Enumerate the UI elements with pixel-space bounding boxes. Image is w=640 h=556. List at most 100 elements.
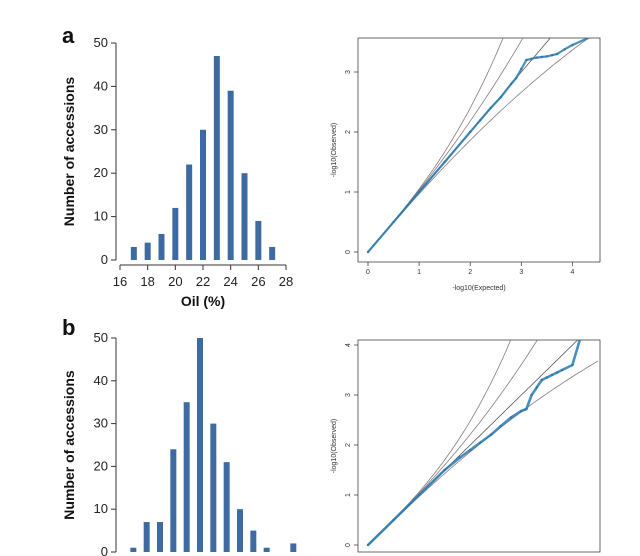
bar (170, 449, 177, 552)
bar (157, 522, 163, 552)
observed-point (535, 386, 538, 389)
y-tick-label: 50 (94, 35, 108, 50)
x-tick-label: 18 (140, 274, 154, 289)
bar (241, 173, 248, 260)
histogram-a: 0 10 20 30 40 50 16 18 20 22 24 26 28 Number of acces… (61, 35, 293, 309)
observed-point (594, 324, 596, 326)
x-tick-label: 16 (113, 274, 127, 289)
plot-frame (357, 339, 601, 553)
y-tick-label: 2 (345, 130, 352, 134)
plot-area (366, 324, 599, 547)
y-axis-title: -log10(Observed) (331, 419, 338, 473)
y-tick-label: 40 (94, 373, 108, 388)
x-tick-label: 22 (196, 274, 210, 289)
observed-point (520, 409, 523, 413)
observed-point (581, 329, 583, 331)
y-tick-label: 10 (94, 501, 108, 516)
observed-point (479, 441, 482, 444)
x-tick-label: 4 (570, 269, 574, 276)
envelope-upper-inner (367, 38, 524, 253)
y-tick-label: 20 (94, 458, 108, 473)
bar (130, 547, 137, 552)
y-tick-label: 0 (345, 250, 352, 254)
y-tick-label: 50 (94, 330, 108, 345)
observed-point (555, 52, 559, 56)
x-tick-label: 3 (519, 269, 523, 276)
plot-area (366, 34, 596, 254)
observed-point (458, 456, 462, 459)
envelope-upper-outer (367, 38, 504, 253)
bar (130, 246, 137, 260)
x-tick-label: 1 (417, 269, 421, 276)
y-tick-label: 30 (94, 122, 108, 137)
observed-point (545, 376, 549, 379)
y-axis-title: Number of accessions (61, 370, 77, 520)
observed-point (540, 55, 543, 59)
bar (210, 423, 217, 552)
x-tick-label: 26 (251, 274, 265, 289)
y-tick-label: 0 (345, 543, 352, 547)
observed-point (571, 363, 574, 367)
observed-point (499, 424, 503, 428)
observed-point (530, 57, 533, 60)
envelope-lower (367, 38, 590, 253)
observed-point (563, 48, 566, 51)
y-tick-label: 1 (345, 190, 352, 194)
observed-point (443, 468, 446, 472)
bar (223, 462, 230, 552)
y-tick-label: 3 (345, 70, 352, 74)
observed-point (479, 118, 482, 122)
y-tick-label: 20 (94, 165, 108, 180)
observed-point (392, 220, 395, 224)
bar (250, 530, 257, 552)
observed-point (520, 67, 523, 71)
bar (183, 402, 190, 552)
observed-point (545, 55, 549, 58)
observed-point (594, 34, 596, 36)
observed-point (535, 56, 538, 59)
panel-letter-b: b (62, 315, 75, 340)
observed-point (525, 407, 528, 411)
x-tick-label: 20 (168, 274, 182, 289)
bar (255, 220, 262, 260)
y-tick-label: 30 (94, 416, 108, 431)
observed-point (469, 448, 472, 452)
observed-point (555, 371, 559, 374)
observed-point (417, 493, 421, 497)
observed-point (550, 54, 554, 57)
observed-point (561, 368, 564, 372)
observed-point (550, 373, 554, 377)
bar (269, 246, 276, 260)
bar (186, 164, 193, 260)
x-tick-label: 2 (468, 269, 472, 276)
qq-plot-b: 0 1 2 3 4 -log10(Observed) (331, 324, 601, 553)
bar (237, 509, 243, 552)
bar (158, 233, 165, 260)
y-tick-label: 4 (345, 343, 352, 347)
envelope-lower (367, 360, 599, 546)
observed-point (571, 43, 574, 47)
y-tick-label: 10 (94, 209, 108, 224)
observed-point (443, 160, 446, 164)
observed-point (540, 378, 543, 382)
x-tick-label: 28 (279, 274, 293, 289)
y-tick-label: 2 (345, 443, 352, 447)
observed-point (489, 433, 492, 437)
observed-point (509, 416, 513, 419)
observed-point (530, 393, 533, 397)
x-axis-title: Oil (%) (181, 293, 225, 309)
bar (227, 90, 234, 261)
observed-point (417, 190, 421, 194)
panel-letter-a: a (62, 23, 75, 48)
bar (143, 522, 150, 552)
qq-plot-a: 0 1 2 3 0 1 2 3 4 -log10(Observed) -log10(Expected… (331, 34, 601, 292)
bar (263, 547, 270, 552)
y-axis-title: Number of accessions (61, 77, 77, 227)
plot-frame (357, 37, 601, 263)
expected-line (367, 38, 551, 253)
histogram-b: 0 10 20 30 40 50 Number of accessions (61, 330, 297, 556)
observed-point (509, 82, 513, 86)
observed-point (515, 76, 518, 80)
observed-line (367, 340, 582, 546)
